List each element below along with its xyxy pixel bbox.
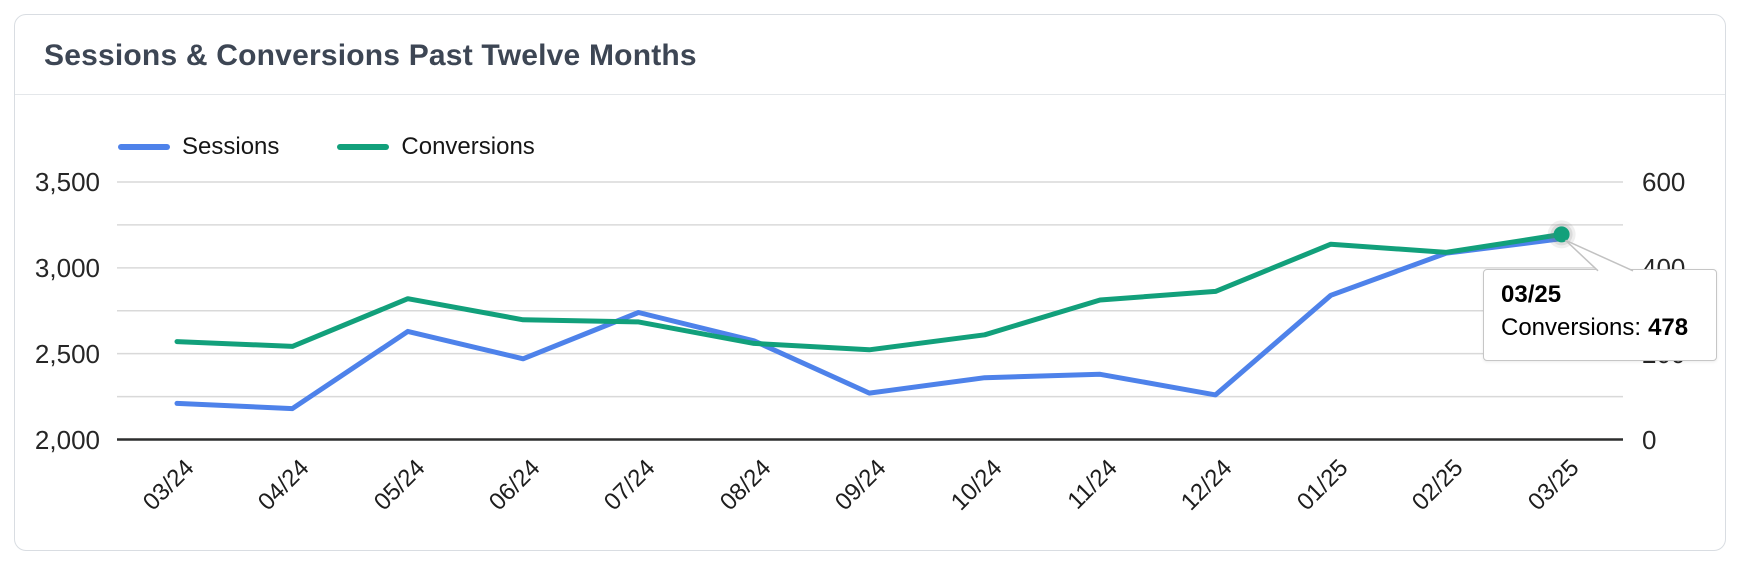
legend-swatch-conversions (337, 144, 390, 150)
card-header: Sessions & Conversions Past Twelve Month… (15, 15, 1725, 95)
tooltip-series-label: Conversions: (1501, 314, 1642, 341)
legend-item-conversions[interactable]: Conversions (337, 133, 535, 161)
y-axis-right-tick-label: 600 (1642, 167, 1686, 197)
y-axis-left-tick-label: 3,000 (34, 252, 100, 283)
series-line-sessions[interactable] (174, 236, 1565, 412)
y-axis-left-tick-label: 3,500 (34, 167, 100, 197)
chart-legend: Sessions Conversions (118, 133, 593, 161)
chart-tooltip: 03/25 Conversions: 478 (1483, 269, 1717, 361)
y-axis-right-tick-label: 0 (1642, 424, 1657, 455)
tooltip-value: 478 (1648, 314, 1689, 341)
legend-label-sessions: Sessions (182, 133, 280, 160)
header-divider (15, 94, 1725, 95)
legend-label-conversions: Conversions (401, 133, 535, 160)
legend-swatch-sessions (118, 144, 170, 150)
tooltip-series-row: Conversions: 478 (1501, 311, 1716, 345)
page-title: Sessions & Conversions Past Twelve Month… (44, 39, 697, 72)
y-axis-left-tick-label: 2,500 (34, 338, 100, 369)
y-axis-left-tick-label: 2,000 (34, 424, 100, 455)
series-line-conversions[interactable] (174, 231, 1565, 353)
tooltip-date: 03/25 (1501, 281, 1562, 308)
legend-item-sessions[interactable]: Sessions (118, 133, 279, 161)
chart-card: Sessions & Conversions Past Twelve Month… (14, 14, 1726, 551)
highlight-dot[interactable] (1553, 226, 1570, 243)
